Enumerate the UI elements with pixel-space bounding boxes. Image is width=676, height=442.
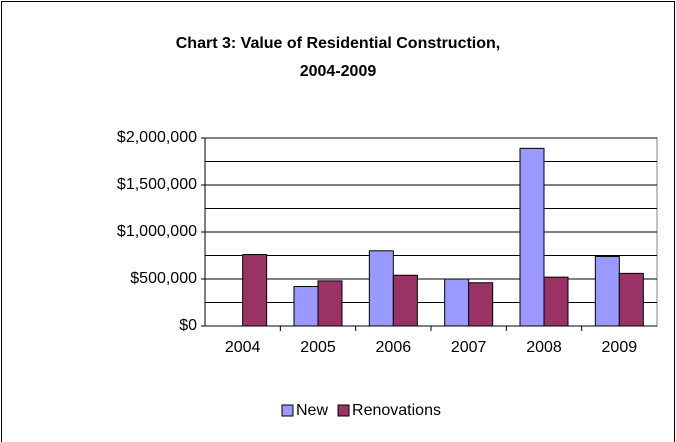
bar [519,147,545,327]
legend-swatch [337,404,350,417]
bar [543,276,569,327]
x-tick-label: 2004 [225,339,261,356]
y-tick-label: $2,000,000 [117,129,197,146]
y-tick-label: $0 [179,317,197,334]
x-tick-label: 2005 [300,339,336,356]
x-tick-label: 2008 [526,339,562,356]
y-tick-label: $1,000,000 [117,223,197,240]
y-tick-label: $500,000 [130,270,197,287]
bar [618,272,644,327]
legend-label: Renovations [352,402,441,419]
x-tick-label: 2006 [376,339,412,356]
chart-title: Chart 3: Value of Residential Constructi… [176,35,501,52]
bar [317,280,343,327]
bar [242,254,268,327]
legend-label: New [296,402,328,419]
bar [293,286,319,327]
y-tick-label: $1,500,000 [117,176,197,193]
bar [368,250,394,327]
legend-swatch [281,404,294,417]
x-tick-label: 2009 [602,339,638,356]
chart-title: 2004-2009 [300,63,377,80]
x-tick-label: 2007 [451,339,487,356]
bar [392,274,418,327]
bar [594,255,620,327]
bar [444,278,470,327]
bar [468,282,494,327]
